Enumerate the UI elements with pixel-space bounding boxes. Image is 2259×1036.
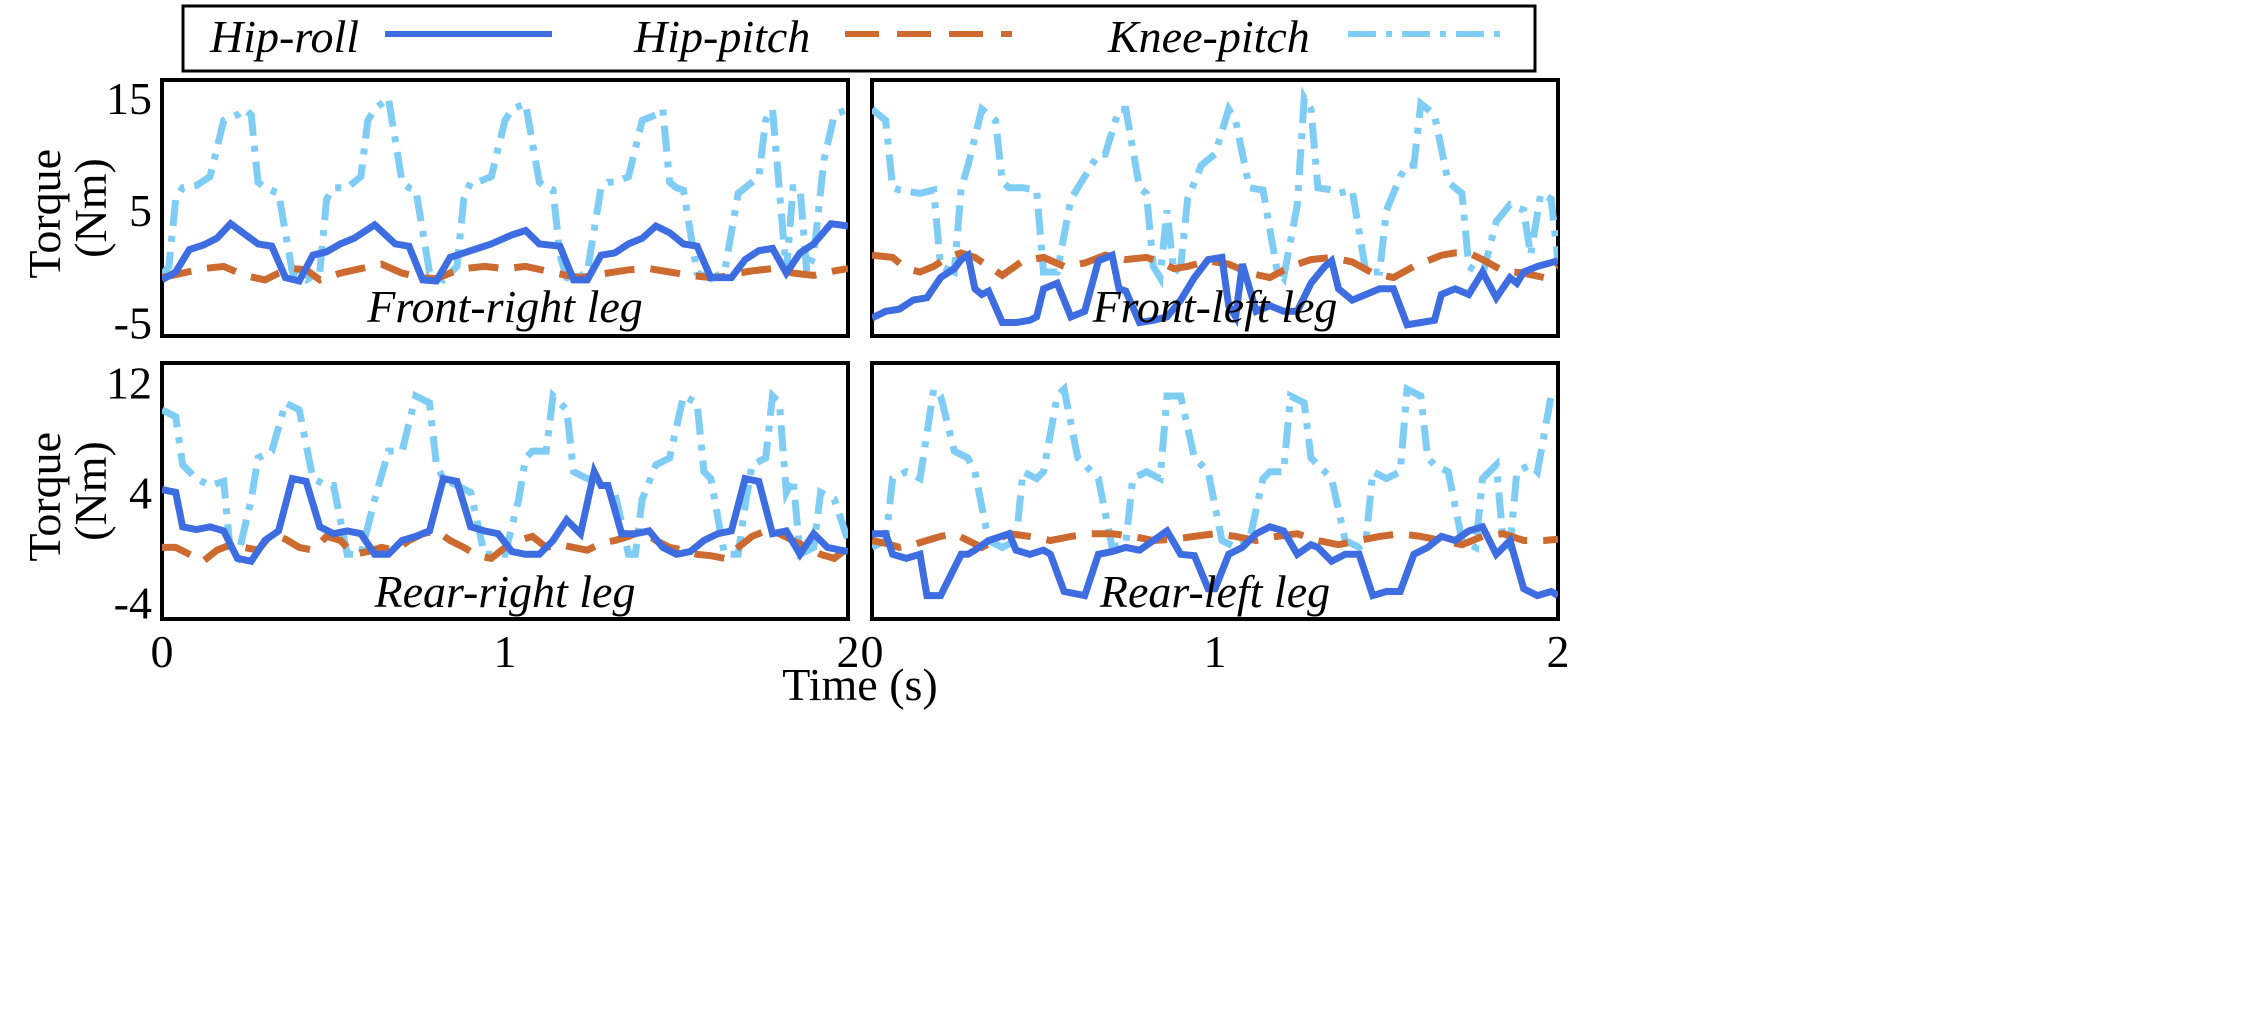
legend-label-hip-roll: Hip-roll: [209, 11, 359, 62]
series-line-hip-roll: [162, 219, 848, 286]
y-tick-label: -5: [114, 298, 152, 349]
panel-title: Front-left leg: [1092, 281, 1338, 332]
panel-frame: [870, 78, 1560, 338]
series-layer: [872, 86, 1558, 329]
panel-title: Front-right leg: [366, 281, 643, 332]
y-tick-label: 15: [106, 73, 152, 124]
series-line-hip-roll: [162, 461, 848, 566]
series-line-knee-pitch: [872, 381, 1558, 556]
x-axis-label: Time (s): [782, 659, 938, 710]
series-line-hip-pitch: [162, 260, 848, 284]
series-line-knee-pitch: [872, 86, 1558, 289]
y-axis-label-top: Torque (Nm): [19, 137, 116, 278]
y-tick-label: 12: [106, 357, 152, 408]
series-line-hip-roll: [872, 522, 1558, 600]
panel-frame: [870, 361, 1560, 621]
series-line-hip-roll: [872, 249, 1558, 329]
series-layer: [872, 381, 1558, 600]
x-tick-label: 1: [1204, 626, 1227, 677]
legend-box: [181, 4, 1537, 73]
x-tick-label: 1: [494, 626, 517, 677]
panel-rear-right: Rear-right leg 124-40 1 2: [106, 357, 860, 677]
panel-front-left: Front-left leg: [870, 78, 1560, 338]
x-tick-label: 0: [861, 626, 884, 677]
x-tick-label: 0: [151, 626, 174, 677]
y-axis-label-bottom: Torque (Nm): [19, 420, 116, 561]
panel-title: Rear-left leg: [1099, 566, 1330, 617]
x-tick-label: 2: [837, 626, 860, 677]
panel-front-right: Front-right leg 15 5 -5: [106, 73, 850, 349]
y-tick-label: 5: [129, 185, 152, 236]
legend-label-hip-pitch: Hip-pitch: [633, 11, 810, 62]
legend: Hip-roll Hip-pitch Knee-pitch: [181, 4, 1537, 73]
series-layer: [162, 388, 848, 566]
x-tick-label: 2: [1547, 626, 1570, 677]
y-tick-label: -4: [114, 577, 152, 628]
y-tick-label: 4: [129, 467, 152, 518]
panel-title: Rear-right leg: [374, 566, 636, 617]
series-line-knee-pitch: [162, 388, 848, 564]
series-layer: [162, 91, 848, 286]
panel-frame: [160, 78, 850, 338]
panel-rear-left: Rear-left leg 0 1 2: [861, 361, 1570, 677]
series-line-knee-pitch: [162, 91, 848, 285]
legend-label-knee-pitch: Knee-pitch: [1107, 11, 1310, 62]
